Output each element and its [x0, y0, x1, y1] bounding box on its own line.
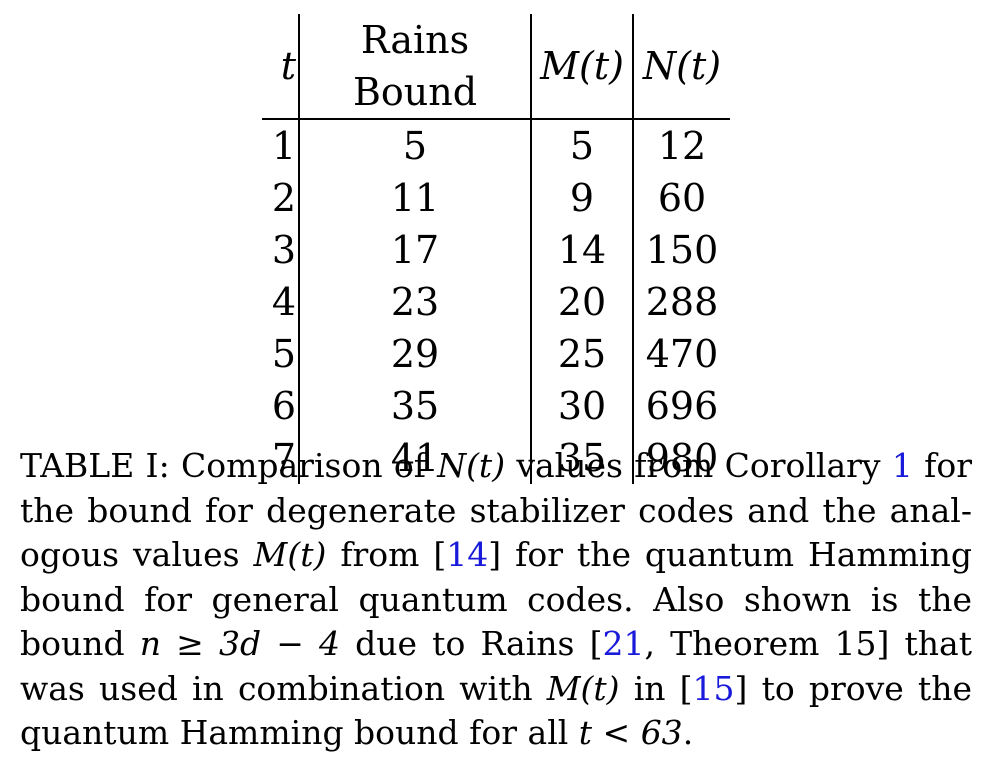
table-row: 6 35 30 696 — [262, 380, 730, 432]
cell-rains: 35 — [299, 380, 532, 432]
cell-m: 9 — [531, 172, 634, 224]
table-row: 7 41 35 980 — [262, 432, 730, 484]
header-rains-bound: Rains Bound — [299, 14, 532, 120]
cell-n: 150 — [645, 228, 719, 272]
cell-rains: 29 — [299, 328, 532, 380]
cell-n: 696 — [645, 384, 719, 428]
cell-n: 980 — [645, 436, 719, 480]
cell-n: 470 — [645, 332, 719, 376]
cell-rains: 41 — [299, 432, 532, 484]
cell-t: 3 — [262, 224, 300, 276]
cell-rains: 23 — [299, 276, 532, 328]
caption-line: TABLE I: Comparison of N(t) values from … — [20, 446, 972, 485]
math-m-t: M(t) — [253, 535, 327, 574]
table-row: 4 23 20 288 — [262, 276, 730, 328]
table-header-row: t Rains Bound M(t) N(t) — [262, 14, 730, 120]
table-caption: TABLE I: Comparison of N(t) values from … — [20, 444, 972, 756]
ref-21-link[interactable]: 21 — [602, 624, 645, 663]
ref-15-link[interactable]: 15 — [692, 668, 735, 708]
math-bound: n ≥ 3d − 4 — [139, 624, 340, 663]
table-row: 2 11 9 60 — [262, 172, 730, 224]
math-n-t: N(t) — [437, 446, 506, 485]
ref-corollary-1-link[interactable]: 1 — [891, 446, 913, 485]
cell-m: 35 — [531, 432, 634, 484]
caption-line: ogous values M(t) from [14] for the quan… — [20, 535, 972, 574]
cell-t: 2 — [262, 172, 300, 224]
cell-m: 14 — [531, 224, 634, 276]
caption-line: the bound for degenerate stabilizer code… — [20, 490, 972, 530]
results-table: t Rains Bound M(t) N(t) 1 5 5 12 2 11 9 … — [262, 14, 730, 484]
header-m-t: M(t) — [531, 14, 634, 120]
table-row: 1 5 5 12 — [262, 119, 730, 172]
caption-line: quantum Hamming bound for all t < 63. — [20, 713, 694, 752]
cell-rains: 11 — [299, 172, 532, 224]
caption-line: was used in combination with M(t) in [15… — [20, 668, 972, 708]
math-m-t: M(t) — [546, 668, 620, 708]
ref-14-link[interactable]: 14 — [446, 535, 489, 574]
caption-line: bound n ≥ 3d − 4 due to Rains [21, Theor… — [20, 624, 972, 663]
cell-t: 7 — [262, 432, 300, 484]
cell-rains: 5 — [299, 119, 532, 172]
cell-m: 30 — [531, 380, 634, 432]
cell-t: 4 — [262, 276, 300, 328]
cell-rains: 17 — [299, 224, 532, 276]
caption-line: bound for general quantum codes. Also sh… — [20, 579, 972, 619]
cell-n: 12 — [657, 124, 707, 168]
cell-t: 5 — [262, 328, 300, 380]
table-row: 3 17 14 150 — [262, 224, 730, 276]
cell-n: 60 — [657, 176, 707, 220]
cell-m: 25 — [531, 328, 634, 380]
cell-n: 288 — [645, 280, 719, 324]
math-t-lt-63: t < 63 — [578, 713, 683, 752]
cell-t: 6 — [262, 380, 300, 432]
header-t: t — [262, 14, 300, 120]
cell-m: 20 — [531, 276, 634, 328]
header-n-t: N(t) — [633, 14, 730, 120]
cell-m: 5 — [531, 119, 634, 172]
table-row: 5 29 25 470 — [262, 328, 730, 380]
cell-t: 1 — [262, 119, 300, 172]
